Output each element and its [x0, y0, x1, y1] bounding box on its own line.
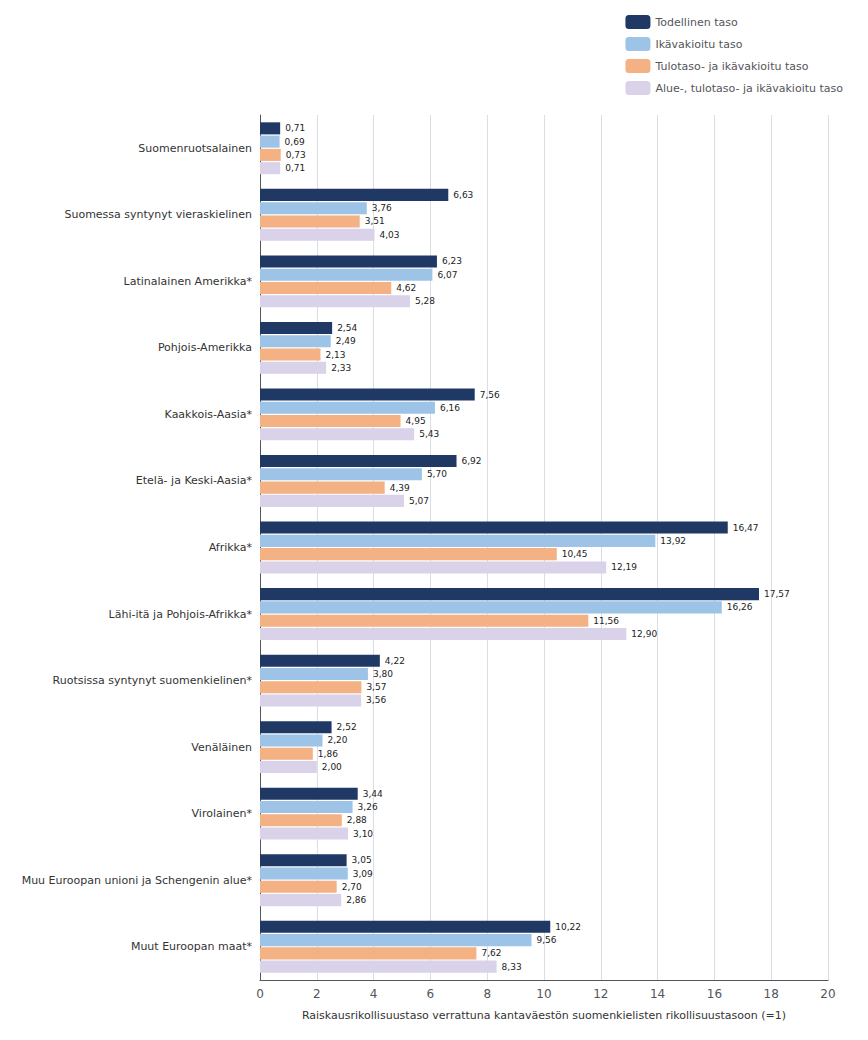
svg-text:Afrikka*: Afrikka*: [209, 541, 253, 554]
svg-text:Tulotaso- ja ikävakioitu taso: Tulotaso- ja ikävakioitu taso: [654, 60, 808, 73]
svg-text:Pohjois-Amerikka: Pohjois-Amerikka: [158, 341, 252, 354]
svg-text:18: 18: [764, 987, 779, 1001]
svg-text:Suomenruotsalainen: Suomenruotsalainen: [138, 142, 252, 155]
svg-text:Lähi-itä ja Pohjois-Afrikka*: Lähi-itä ja Pohjois-Afrikka*: [109, 608, 253, 621]
svg-text:3,26: 3,26: [358, 802, 378, 812]
svg-text:0: 0: [256, 987, 264, 1001]
svg-text:7,56: 7,56: [480, 390, 500, 400]
svg-text:1,86: 1,86: [318, 749, 338, 759]
svg-text:3,05: 3,05: [352, 855, 372, 865]
svg-text:0,71: 0,71: [285, 163, 305, 173]
svg-text:2,52: 2,52: [337, 722, 357, 732]
svg-text:6: 6: [427, 987, 435, 1001]
svg-text:3,76: 3,76: [372, 203, 392, 213]
svg-text:Muu Euroopan unioni ja Schenge: Muu Euroopan unioni ja Schengenin alue*: [22, 874, 253, 887]
svg-text:0,69: 0,69: [285, 137, 305, 147]
svg-text:2,49: 2,49: [336, 336, 356, 346]
svg-text:6,92: 6,92: [462, 456, 482, 466]
svg-text:16: 16: [707, 987, 722, 1001]
svg-text:Suomessa syntynyt vieraskielin: Suomessa syntynyt vieraskielinen: [64, 208, 252, 221]
svg-text:7,62: 7,62: [481, 948, 501, 958]
svg-text:Alue-, tulotaso- ja ikävakioit: Alue-, tulotaso- ja ikävakioitu taso: [655, 82, 843, 95]
svg-text:12: 12: [593, 987, 608, 1001]
svg-text:5,28: 5,28: [415, 296, 435, 306]
svg-text:6,07: 6,07: [437, 270, 457, 280]
svg-text:6,63: 6,63: [453, 190, 473, 200]
svg-text:4,22: 4,22: [385, 656, 405, 666]
svg-text:4,62: 4,62: [396, 283, 416, 293]
svg-text:2,70: 2,70: [342, 882, 362, 892]
svg-text:Etelä- ja Keski-Aasia*: Etelä- ja Keski-Aasia*: [136, 474, 253, 487]
svg-text:10: 10: [536, 987, 551, 1001]
svg-text:2,33: 2,33: [331, 363, 351, 373]
svg-text:2,88: 2,88: [347, 815, 367, 825]
svg-text:6,23: 6,23: [442, 256, 462, 266]
svg-text:0,73: 0,73: [286, 150, 306, 160]
svg-text:0,71: 0,71: [285, 123, 305, 133]
svg-text:16,47: 16,47: [733, 523, 759, 533]
svg-text:Ikävakioitu taso: Ikävakioitu taso: [655, 38, 742, 51]
svg-text:2: 2: [313, 987, 321, 1001]
svg-text:3,09: 3,09: [353, 869, 373, 879]
svg-text:3,51: 3,51: [365, 216, 385, 226]
svg-text:Kaakkois-Aasia*: Kaakkois-Aasia*: [165, 408, 253, 421]
svg-text:10,22: 10,22: [555, 922, 581, 932]
svg-text:13,92: 13,92: [660, 536, 686, 546]
svg-text:2,13: 2,13: [325, 350, 345, 360]
svg-text:6,16: 6,16: [440, 403, 460, 413]
svg-text:2,00: 2,00: [322, 762, 342, 772]
svg-text:11,56: 11,56: [593, 616, 619, 626]
svg-text:4,03: 4,03: [379, 230, 399, 240]
svg-text:Raiskausrikollisuustaso verrat: Raiskausrikollisuustaso verrattuna kanta…: [302, 1009, 786, 1022]
svg-text:5,43: 5,43: [419, 429, 439, 439]
svg-text:3,10: 3,10: [353, 829, 373, 839]
svg-text:2,54: 2,54: [337, 323, 357, 333]
svg-text:2,20: 2,20: [327, 735, 347, 745]
svg-text:20: 20: [820, 987, 835, 1001]
svg-text:3,57: 3,57: [366, 682, 386, 692]
svg-text:14: 14: [650, 987, 665, 1001]
svg-text:3,44: 3,44: [363, 789, 383, 799]
svg-text:Virolainen*: Virolainen*: [192, 807, 253, 820]
svg-text:9,56: 9,56: [537, 935, 557, 945]
svg-text:17,57: 17,57: [764, 589, 790, 599]
svg-text:2,86: 2,86: [346, 895, 366, 905]
svg-text:16,26: 16,26: [727, 602, 753, 612]
svg-text:3,80: 3,80: [373, 669, 393, 679]
svg-text:4: 4: [370, 987, 378, 1001]
svg-text:12,90: 12,90: [631, 629, 657, 639]
svg-text:4,95: 4,95: [406, 416, 426, 426]
svg-text:Muut Euroopan maat*: Muut Euroopan maat*: [131, 940, 253, 953]
svg-text:8,33: 8,33: [502, 962, 522, 972]
svg-text:4,39: 4,39: [390, 483, 410, 493]
svg-text:5,07: 5,07: [409, 496, 429, 506]
svg-text:Latinalainen Amerikka*: Latinalainen Amerikka*: [124, 275, 253, 288]
svg-text:3,56: 3,56: [366, 695, 386, 705]
svg-text:8: 8: [483, 987, 491, 1001]
svg-text:12,19: 12,19: [611, 562, 637, 572]
svg-text:10,45: 10,45: [562, 549, 588, 559]
svg-text:5,70: 5,70: [427, 469, 447, 479]
svg-text:Ruotsissa syntynyt suomenkieli: Ruotsissa syntynyt suomenkielinen*: [53, 674, 253, 687]
svg-text:Todellinen taso: Todellinen taso: [654, 16, 737, 29]
svg-text:Venäläinen: Venäläinen: [191, 741, 252, 754]
